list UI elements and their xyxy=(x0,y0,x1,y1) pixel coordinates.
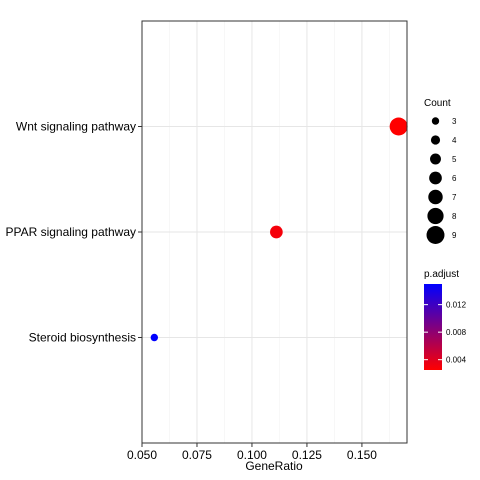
count-legend-label: 6 xyxy=(452,174,457,183)
count-legend-title: Count xyxy=(424,98,451,109)
y-axis: Steroid biosynthesis PPAR signaling pathw… xyxy=(5,120,142,345)
colorbar-tick-label: 0.004 xyxy=(446,356,467,365)
count-legend-dot xyxy=(430,153,441,165)
colorbar-tick-label: 0.012 xyxy=(446,301,467,310)
x-axis-title: GeneRatio xyxy=(245,459,303,473)
p-adjust-legend: p.adjust 0.004 0.008 0.012 xyxy=(424,269,467,370)
x-tick-label: 0.075 xyxy=(182,448,212,462)
count-legend-label: 9 xyxy=(452,231,457,240)
p-adjust-colorbar xyxy=(424,284,442,370)
count-legend-label: 3 xyxy=(452,117,457,126)
x-axis: 0.050 0.075 0.100 0.125 0.150 xyxy=(127,443,377,462)
count-legend-label: 4 xyxy=(452,136,457,145)
count-legend-dot xyxy=(426,226,445,244)
data-point xyxy=(270,225,283,239)
x-tick-label: 0.125 xyxy=(292,448,322,462)
y-tick-label: PPAR signaling pathway xyxy=(5,225,136,239)
p-adjust-legend-title: p.adjust xyxy=(424,269,459,280)
colorbar-tick-label: 0.008 xyxy=(446,328,467,337)
x-tick-label: 0.050 xyxy=(127,448,157,462)
count-legend-label: 5 xyxy=(452,155,457,164)
count-legend: Count 3 4 5 6 7 8 9 xyxy=(424,98,457,244)
data-point xyxy=(150,333,159,342)
count-legend-dot xyxy=(429,171,442,185)
count-legend-dot xyxy=(430,135,441,145)
y-tick-label: Steroid biosynthesis xyxy=(29,331,136,345)
x-tick-label: 0.100 xyxy=(237,448,267,462)
points-layer xyxy=(150,117,408,342)
data-point xyxy=(389,117,408,136)
count-legend-label: 8 xyxy=(452,212,457,221)
count-legend-dot xyxy=(428,189,443,205)
y-tick-label: Wnt signaling pathway xyxy=(16,120,136,134)
count-legend-label: 7 xyxy=(452,193,457,202)
count-legend-dot xyxy=(427,207,444,225)
count-legend-dot xyxy=(431,117,440,125)
x-tick-label: 0.150 xyxy=(347,448,377,462)
